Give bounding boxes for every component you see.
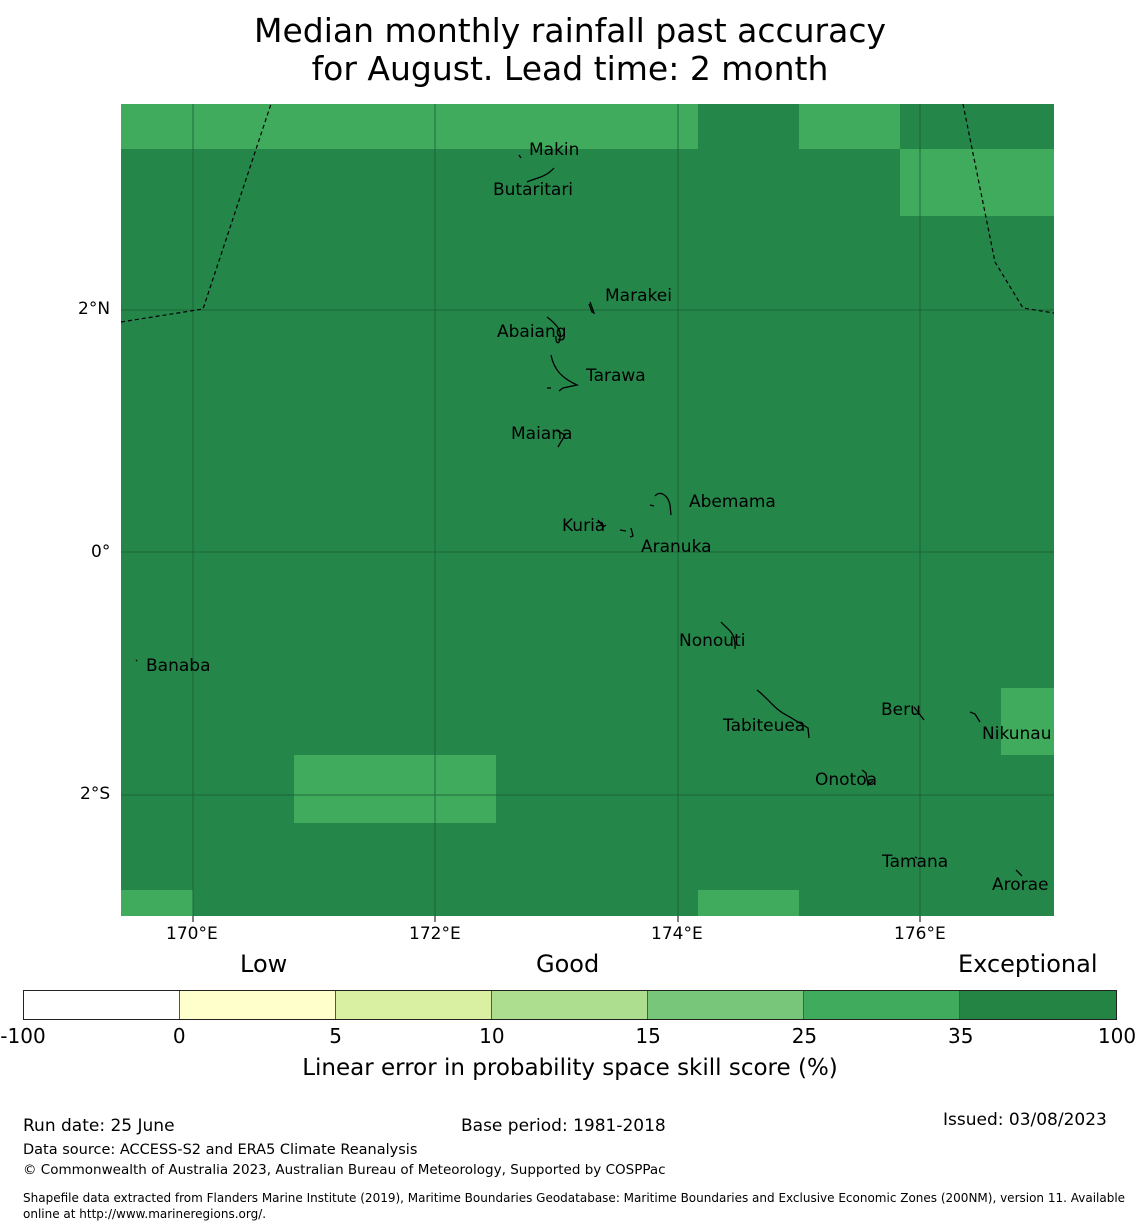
skill-cell [294, 755, 496, 823]
island-label-nikunau: Nikunau [982, 724, 1052, 744]
island-label-maiana: Maiana [511, 424, 573, 444]
copyright: © Commonwealth of Australia 2023, Austra… [23, 1162, 666, 1178]
lat-label-0: 0° [91, 542, 111, 562]
colorbar-segment [960, 991, 1116, 1019]
colorbar-segment [492, 991, 648, 1019]
map-panel [120, 103, 1055, 922]
colorbar-tick-label: 5 [329, 1024, 342, 1048]
data-source: Data source: ACCESS-S2 and ERA5 Climate … [23, 1142, 418, 1158]
skill-cell [121, 104, 698, 149]
colorbar-segment [180, 991, 336, 1019]
island-label-butaritari: Butaritari [493, 180, 574, 200]
island-label-tabiteuea: Tabiteuea [723, 716, 806, 736]
island-label-tarawa: Tarawa [586, 366, 646, 386]
colorbar-tick-label: 100 [1097, 1024, 1137, 1048]
colorbar-segment [336, 991, 492, 1019]
island-label-banaba: Banaba [146, 656, 211, 676]
island-label-arorae: Arorae [992, 875, 1049, 895]
colorbar [23, 990, 1117, 1020]
legend-category-exceptional: Exceptional [958, 950, 1098, 978]
issued-date: Issued: 03/08/2023 [943, 1110, 1107, 1130]
colorbar-label: Linear error in probability space skill … [302, 1055, 838, 1081]
island-label-nonouti: Nonouti [679, 631, 746, 651]
base-period: Base period: 1981-2018 [461, 1116, 666, 1136]
colorbar-segment [24, 991, 180, 1019]
lon-label-174e: 174°E [651, 924, 703, 944]
colorbar-segment [648, 991, 804, 1019]
lat-label-2s: 2°S [80, 784, 111, 804]
island-label-aranuka: Aranuka [641, 537, 712, 557]
colorbar-tick-label: 0 [172, 1024, 186, 1048]
lon-label-176e: 176°E [894, 924, 946, 944]
skill-cell [799, 104, 900, 149]
eez-boundaries [120, 103, 1055, 323]
colorbar-tick-label: 35 [947, 1024, 974, 1048]
island-label-tamana: Tamana [882, 852, 949, 872]
island-label-marakei: Marakei [605, 286, 672, 306]
lon-ticks [192, 916, 921, 922]
lat-label-2n: 2°N [78, 299, 111, 319]
map-background [121, 104, 1054, 916]
colorbar-tick-label: -100 [0, 1024, 46, 1048]
legend-category-good: Good [536, 950, 600, 978]
run-date: Run date: 25 June [23, 1116, 175, 1136]
gridlines [121, 104, 1054, 916]
skill-cell [698, 890, 799, 916]
island-label-abemama: Abemama [689, 492, 776, 512]
shapefile-credit-line-2: online at http://www.marineregions.org/. [23, 1207, 267, 1221]
island-outlines [135, 154, 1023, 877]
island-label-kuria: Kuria [562, 516, 606, 536]
colorbar-tick-label: 25 [791, 1024, 818, 1048]
island-label-makin: Makin [529, 140, 580, 160]
lon-label-170e: 170°E [166, 924, 218, 944]
chart-title-line-1: Median monthly rainfall past accuracy [253, 11, 887, 50]
chart-title-line-2: for August. Lead time: 2 month [311, 49, 829, 88]
skill-cell [900, 149, 1054, 216]
skill-cell [121, 890, 193, 916]
colorbar-segment [804, 991, 960, 1019]
island-label-onotoa: Onotoa [815, 770, 878, 790]
colorbar-tick-label: 10 [479, 1024, 505, 1048]
island-label-beru: Beru [881, 700, 921, 720]
skill-highlight-cells [121, 104, 1054, 916]
colorbar-tick-label: 15 [635, 1024, 661, 1048]
legend-category-low: Low [240, 950, 288, 978]
lon-label-172e: 172°E [409, 924, 461, 944]
island-label-abaiang: Abaiang [497, 322, 567, 342]
skill-cell [1001, 688, 1054, 755]
shapefile-credit-line-1: Shapefile data extracted from Flanders M… [23, 1191, 1126, 1205]
